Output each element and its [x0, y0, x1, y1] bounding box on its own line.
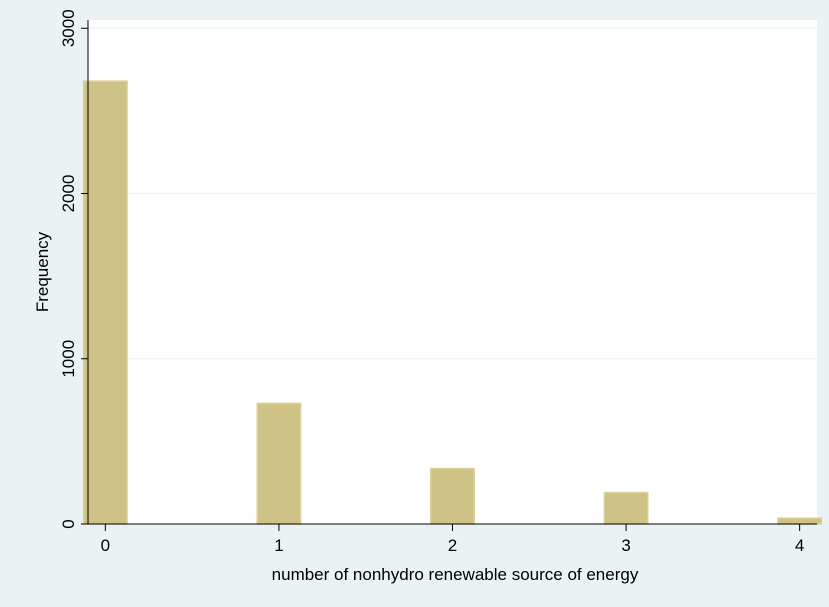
- axis-labels: number of nonhydro renewable source of e…: [33, 231, 639, 584]
- bars: [82, 80, 823, 525]
- x-tick-label-4: 4: [795, 536, 804, 555]
- bar-1: [256, 402, 302, 525]
- plot-background: [88, 20, 817, 524]
- y-tick-label-3000: 3000: [59, 9, 78, 47]
- x-tick-label-0: 0: [101, 536, 110, 555]
- x-tick-label-2: 2: [448, 536, 457, 555]
- y-axis-label: Frequency: [33, 231, 52, 312]
- bar-4: [777, 517, 823, 525]
- y-tick-label-2000: 2000: [59, 175, 78, 213]
- y-tick-label-1000: 1000: [59, 340, 78, 378]
- bar-3: [603, 491, 649, 525]
- x-tick-label-1: 1: [274, 536, 283, 555]
- bar-0: [82, 80, 128, 525]
- y-tick-label-0: 0: [59, 519, 78, 528]
- axes: 0 1000 2000 3000 0 1 2 3 4: [59, 9, 817, 555]
- x-tick-label-3: 3: [621, 536, 630, 555]
- x-axis-label: number of nonhydro renewable source of e…: [272, 565, 639, 584]
- bar-2: [430, 467, 475, 525]
- gridlines: [88, 27, 817, 360]
